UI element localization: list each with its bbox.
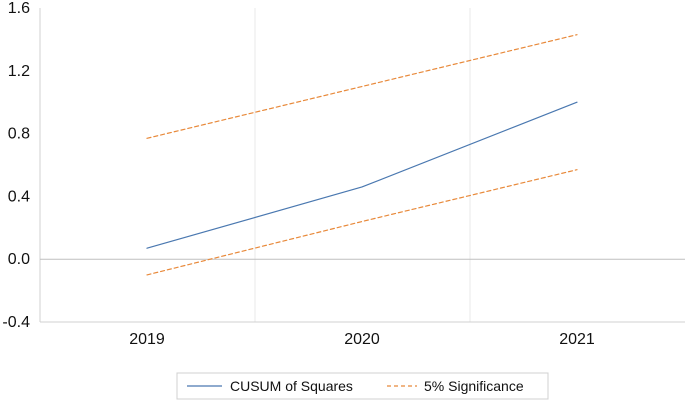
upper-significance-line: [146, 34, 578, 139]
label-layer: 1.6 1.2 0.8 0.4 0.0 -0.4 2019 2020 2021: [2, 0, 594, 348]
legend-box: [176, 372, 549, 400]
y-tick-label: -0.4: [2, 314, 30, 331]
y-tick-label: 0.4: [8, 188, 30, 205]
y-tick-label: 1.2: [8, 63, 30, 80]
y-tick-label: 0.0: [8, 251, 30, 268]
y-tick-label: 1.6: [8, 0, 30, 17]
series-layer: [146, 34, 578, 276]
x-tick-label: 2021: [559, 331, 595, 348]
cusum-series-line: [146, 101, 578, 249]
legend: CUSUM of Squares 5% Significance: [176, 372, 549, 400]
legend-label-cusum: CUSUM of Squares: [230, 378, 353, 394]
grid-layer: [254, 8, 471, 322]
legend-label-significance: 5% Significance: [424, 378, 524, 394]
y-tick-label: 0.8: [8, 126, 30, 143]
x-tick-label: 2019: [129, 331, 165, 348]
lower-significance-line: [146, 169, 578, 276]
axis-layer: [39, 8, 685, 323]
x-tick-label: 2020: [344, 331, 380, 348]
